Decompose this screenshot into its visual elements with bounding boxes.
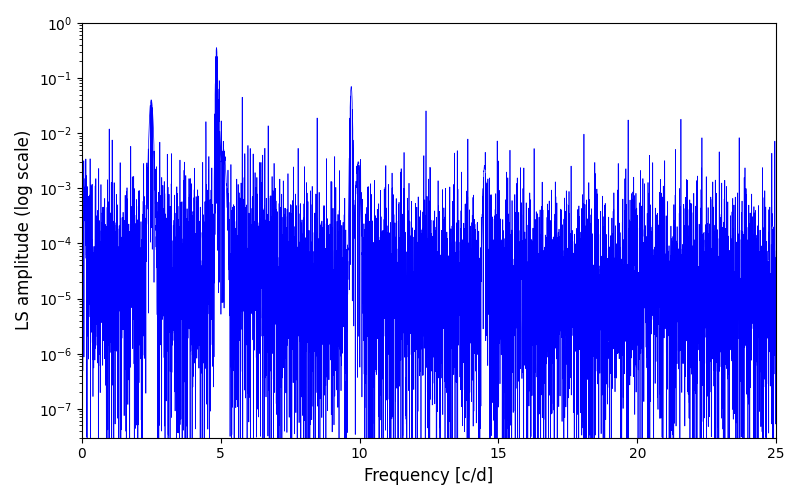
Y-axis label: LS amplitude (log scale): LS amplitude (log scale): [15, 130, 33, 330]
X-axis label: Frequency [c/d]: Frequency [c/d]: [364, 467, 494, 485]
